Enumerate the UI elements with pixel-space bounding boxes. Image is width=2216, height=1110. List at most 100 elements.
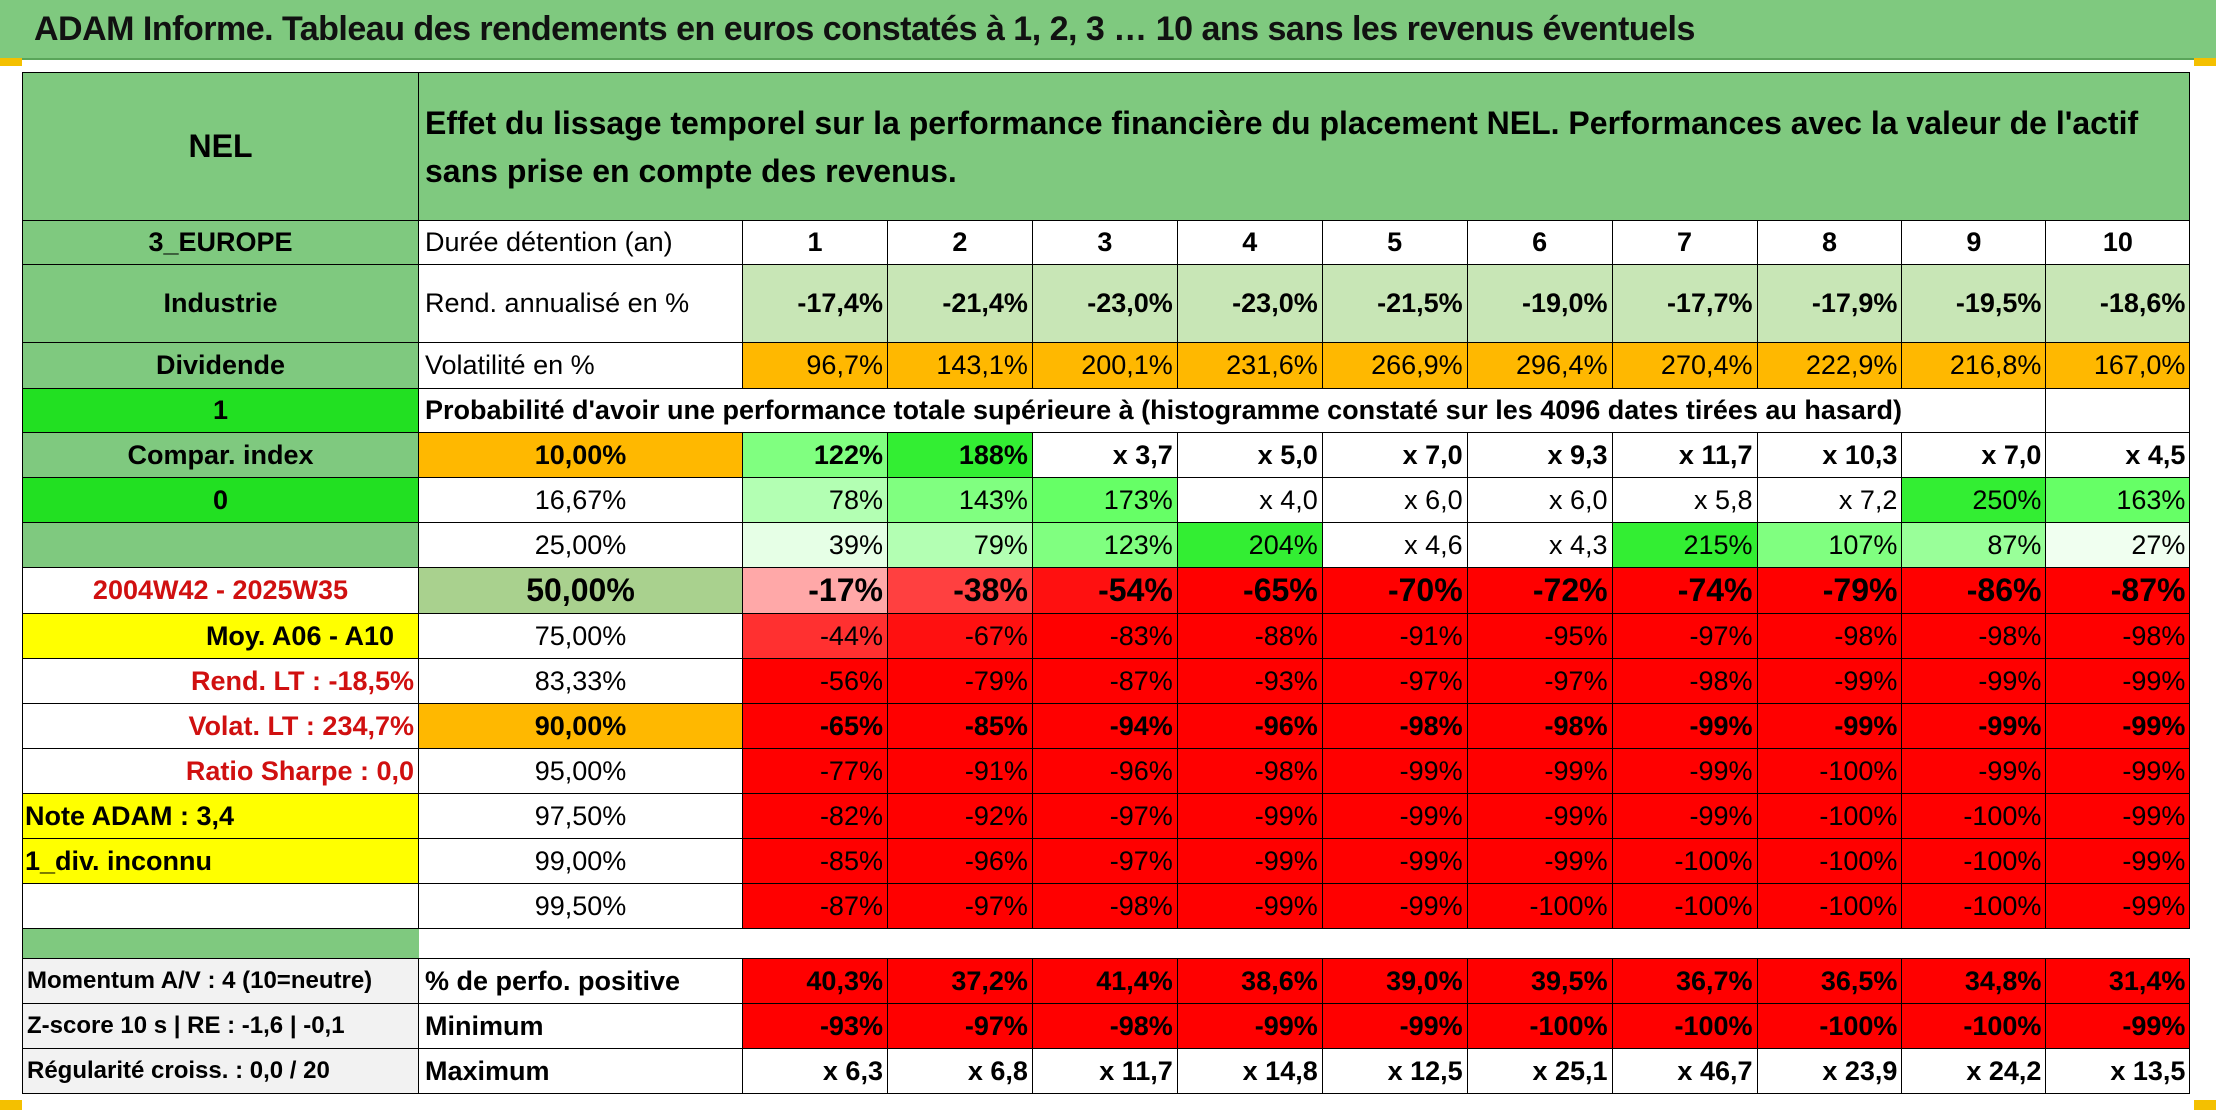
vol-value: 266,9% [1321,342,1468,389]
probability-value: -96% [1176,703,1323,749]
frame-corner [0,58,22,66]
probability-threshold: 95,00% [417,748,744,794]
probability-value: -85% [886,703,1033,749]
probability-value: -88% [1176,613,1323,659]
probability-value: -99% [2045,748,2191,794]
proba-row: 1_div. inconnu 99,00% -85% -96% -97% -99% -99%… [22,838,2191,884]
bottom-row: Z-score 10 s | RE : -1,6 | -0,1 Minimum -9… [22,1003,2191,1049]
proba-row: Moy. A06 - A10 75,00% -44% -67% -83% -88% -91%… [22,613,2191,659]
stat-value: 36,5% [1756,958,1903,1004]
probability-value: x 6,0 [1466,477,1613,523]
left-panel-cell: Note ADAM : 3,4 [22,793,419,839]
probability-value: -82% [742,793,888,839]
stat-value: 34,8% [1901,958,2047,1004]
gap-cell [1032,928,1178,959]
probability-value: -99% [1756,658,1903,704]
rend-value: -17,4% [742,264,888,343]
vol-value: 96,7% [742,342,888,389]
indicator-label: Régularité croiss. : 0,0 / 20 [22,1048,419,1094]
probability-value: -83% [1031,613,1178,659]
probability-value: -96% [886,838,1033,884]
flag-one: 1 [22,388,419,433]
left-panel-cell: 2004W42 - 2025W35 [22,567,419,614]
probability-value: -99% [2045,883,2191,929]
probability-value: -44% [742,613,888,659]
stat-value: 37,2% [886,958,1033,1004]
gap-cell [1177,928,1323,959]
probability-value: -98% [1176,748,1323,794]
vol-row: Dividende Volatilité en % 96,7% 143,1% 200,1… [22,342,2191,389]
stat-value: 39,5% [1466,958,1613,1004]
stat-label: Maximum [417,1048,744,1094]
year-header: 3 [1031,220,1178,265]
probability-value: -100% [1611,838,1758,884]
gap-cell [418,928,743,959]
probability-threshold: 99,00% [417,838,744,884]
stat-value: x 14,8 [1176,1048,1323,1094]
proba-row: Volat. LT : 234,7% 90,00% -65% -85% -94% -96%… [22,703,2191,749]
probability-value: -100% [1901,838,2047,884]
stat-value: x 13,5 [2045,1048,2191,1094]
stat-value: -97% [886,1003,1033,1049]
stat-value: 39,0% [1321,958,1468,1004]
stat-value: x 6,8 [886,1048,1033,1094]
probability-value: x 4,6 [1321,522,1468,568]
probability-value: -97% [1466,658,1613,704]
rend-value: -23,0% [1031,264,1178,343]
stat-value: x 12,5 [1321,1048,1468,1094]
probability-value: -17% [742,567,888,614]
bottom-row: Régularité croiss. : 0,0 / 20 Maximum x 6,… [22,1048,2191,1094]
stat-value: x 23,9 [1756,1048,1903,1094]
vol-value: 231,6% [1176,342,1323,389]
probability-threshold: 75,00% [417,613,744,659]
probability-value: x 6,0 [1321,477,1468,523]
stat-value: -98% [1031,1003,1178,1049]
stat-value: 38,6% [1176,958,1323,1004]
gap-cell [2045,928,2190,959]
year-header: 8 [1756,220,1903,265]
probability-value: -96% [1031,748,1178,794]
year-header: 4 [1176,220,1323,265]
probability-value: -91% [1321,613,1468,659]
probability-value: 79% [886,522,1033,568]
header-row: NEL Effet du lissage temporel sur la perf… [22,72,2191,221]
probability-threshold: 99,50% [417,883,744,929]
stat-value: -99% [1176,1003,1323,1049]
probability-threshold: 97,50% [417,793,744,839]
sector-label: Industrie [22,264,419,343]
type-label: Dividende [22,342,419,389]
probability-value: -99% [1176,838,1323,884]
proba-row: Note ADAM : 3,4 97,50% -82% -92% -97% -99% -99… [22,793,2191,839]
probability-value: -99% [1611,703,1758,749]
stat-value: x 11,7 [1031,1048,1178,1094]
probability-value: 27% [2045,522,2191,568]
probability-value: -54% [1031,567,1178,614]
probability-value: -100% [1466,883,1613,929]
year-header: 2 [886,220,1033,265]
vol-value: 296,4% [1466,342,1613,389]
probability-value: -56% [742,658,888,704]
probability-value: -77% [742,748,888,794]
probability-value: -70% [1321,567,1468,614]
probability-value: 123% [1031,522,1178,568]
vol-value: 216,8% [1901,342,2047,389]
probability-value: -99% [1176,883,1323,929]
probability-value: x 4,0 [1176,477,1323,523]
rend-value: -19,0% [1466,264,1613,343]
probability-value: x 9,3 [1466,432,1613,478]
probability-threshold: 16,67% [417,477,744,523]
left-panel-cell [22,522,419,568]
performance-table: NEL Effet du lissage temporel sur la perf… [22,72,2191,1094]
probability-value: x 11,7 [1611,432,1758,478]
frame-corner [0,1100,22,1110]
left-panel-cell: Ratio Sharpe : 0,0 [22,748,419,794]
probability-value: 173% [1031,477,1178,523]
probability-value: -100% [1901,883,2047,929]
stat-value: -100% [1756,1003,1903,1049]
stat-value: 31,4% [2045,958,2191,1004]
left-panel-cell: Rend. LT : -18,5% [22,658,419,704]
gap-cell [1901,928,2046,959]
report-title: ADAM Informe. Tableau des rendements en … [34,9,1695,48]
probability-value: -72% [1466,567,1613,614]
